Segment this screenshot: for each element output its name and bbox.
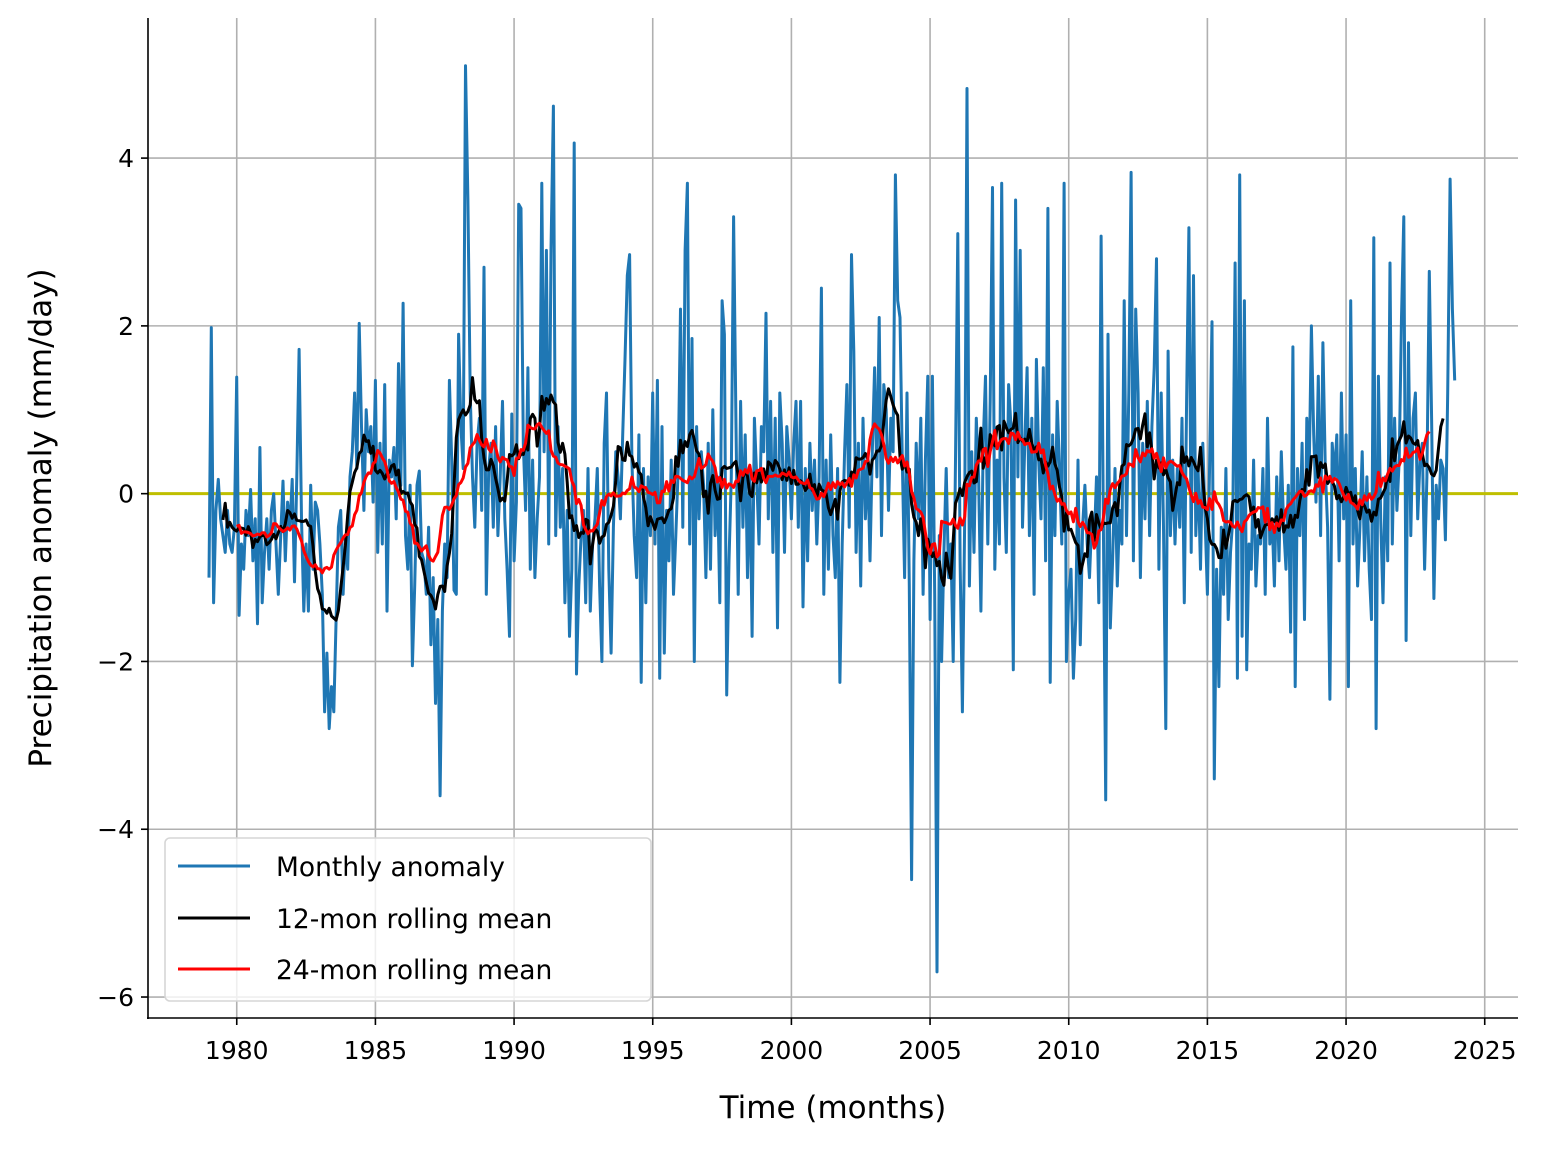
legend-frame xyxy=(164,837,652,1002)
y-axis-label: Precipitation anomaly (mm/day) xyxy=(23,268,59,767)
legend: Monthly anomaly 12-mon rolling mean 24-m… xyxy=(164,837,652,1002)
x-tick-label: 2005 xyxy=(898,1036,962,1065)
series-line-12-mon-rolling-mean xyxy=(221,376,1445,622)
y-tick-label: −6 xyxy=(97,983,134,1012)
x-tick-label: 2000 xyxy=(760,1036,824,1065)
y-tick-label: 4 xyxy=(118,144,134,173)
x-tick-label: 1985 xyxy=(344,1036,408,1065)
x-tick-label: 1990 xyxy=(482,1036,546,1065)
x-tick-label: 2015 xyxy=(1176,1036,1240,1065)
y-tick-label: −2 xyxy=(97,647,134,676)
x-axis-label: Time (months) xyxy=(719,1090,947,1126)
legend-label-12mon: 12-mon rolling mean xyxy=(276,904,552,935)
x-tick-label: 2025 xyxy=(1453,1036,1517,1065)
y-tick-label: 2 xyxy=(118,312,134,341)
series-group xyxy=(207,64,1457,974)
series-line-24-mon-rolling-mean xyxy=(236,421,1431,575)
y-tick-label: −4 xyxy=(97,815,134,844)
x-tick-label: 2010 xyxy=(1037,1036,1101,1065)
legend-label-monthly: Monthly anomaly xyxy=(276,852,505,883)
y-tick-label: 0 xyxy=(118,480,134,509)
x-tick-label: 1980 xyxy=(205,1036,269,1065)
y-ticks: −6 −4 −2 0 2 4 xyxy=(97,144,148,1012)
legend-label-24mon: 24-mon rolling mean xyxy=(276,955,552,986)
x-tick-label: 2020 xyxy=(1314,1036,1378,1065)
x-tick-label: 1995 xyxy=(621,1036,685,1065)
x-ticks: 1980 1985 1990 1995 2000 2005 2010 2015 2020 2025 xyxy=(205,1018,1517,1065)
